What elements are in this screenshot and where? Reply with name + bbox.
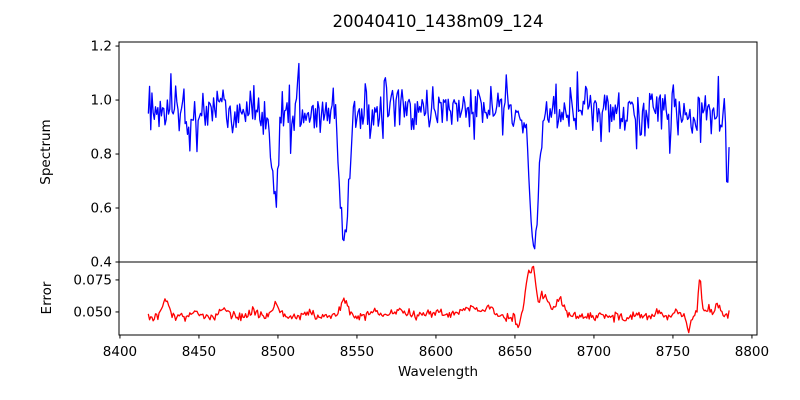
y-tick-label: 0.8 <box>91 147 112 163</box>
spectrum-line <box>147 62 730 250</box>
x-tick-label: 8500 <box>261 344 295 360</box>
x-tick-label: 8600 <box>419 344 453 360</box>
x-tick-label: 8700 <box>577 344 611 360</box>
y-tick-label: 0.4 <box>91 255 112 271</box>
error-line <box>147 265 730 334</box>
x-axis-label: Wavelength <box>397 364 479 380</box>
x-tick-label: 8400 <box>103 344 137 360</box>
x-tick-label: 8800 <box>735 344 769 360</box>
axes-frame-spectrum <box>118 41 758 263</box>
axes-frame-error <box>118 261 758 336</box>
x-tick-label: 8650 <box>498 344 532 360</box>
chart-title: 20040410_1438m09_124 <box>332 12 544 31</box>
y-tick-label: 0.075 <box>73 273 112 289</box>
y-tick-label: 0.6 <box>91 201 112 217</box>
y-tick-label: 0.050 <box>73 305 112 321</box>
x-tick-label: 8450 <box>182 344 216 360</box>
x-tick-label: 8750 <box>656 344 690 360</box>
y-tick-label: 1.2 <box>91 39 112 55</box>
y-tick-label: 1.0 <box>91 93 112 109</box>
x-tick-label: 8550 <box>340 344 374 360</box>
